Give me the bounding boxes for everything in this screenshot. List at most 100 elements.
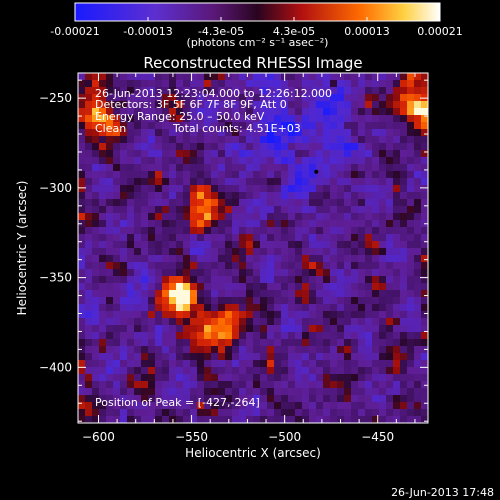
heatmap-cell [386,129,394,137]
heatmap-cell [260,395,268,403]
heatmap-cell [190,388,198,396]
heatmap-cell [120,283,128,291]
heatmap-cell [344,297,352,305]
heatmap-cell [393,157,401,165]
heatmap-cell [330,262,338,270]
heatmap-cell [99,255,107,263]
heatmap-cell [421,262,428,270]
heatmap-cell [337,87,345,95]
heatmap-cell [106,80,114,88]
heatmap-cell [239,150,247,158]
heatmap-cell [274,255,282,263]
heatmap-cell [295,73,303,81]
heatmap-cell [386,255,394,263]
heatmap-cell [197,108,205,116]
heatmap-cell [99,136,107,144]
heatmap-cell [190,101,198,109]
heatmap-cell [218,206,226,214]
heatmap-cell [253,311,261,319]
heatmap-cell [106,164,114,172]
heatmap-cell [225,234,233,242]
heatmap-cell [85,94,93,102]
heatmap-cell [281,325,289,333]
heatmap-cell [407,136,415,144]
heatmap-cell [393,395,401,403]
heatmap-cell [141,185,149,193]
heatmap-cell [197,206,205,214]
heatmap-cell [141,283,149,291]
heatmap-cell [288,374,296,382]
heatmap-cell [274,178,282,186]
y-tick-label: −400 [39,360,72,374]
heatmap-cell [141,157,149,165]
heatmap-cell [106,150,114,158]
heatmap-cell [344,80,352,88]
heatmap-cell [365,87,373,95]
heatmap-cell [281,248,289,256]
heatmap-cell [358,143,366,151]
heatmap-cell [281,360,289,368]
heatmap-cell [155,199,163,207]
heatmap-cell [414,367,422,375]
heatmap-cell [113,325,121,333]
heatmap-cell [344,185,352,193]
heatmap-cell [414,171,422,179]
heatmap-cell [330,346,338,354]
heatmap-cell [407,325,415,333]
heatmap-cell [85,346,93,354]
heatmap-cell [246,262,254,270]
heatmap-cell [379,409,387,417]
heatmap-cell [365,416,373,423]
heatmap-cell [239,381,247,389]
heatmap-cell [155,339,163,347]
heatmap-cell [400,402,408,410]
heatmap-cell [113,227,121,235]
heatmap-cell [386,206,394,214]
heatmap-cell [260,101,268,109]
heatmap-cell [127,87,135,95]
heatmap-cell [393,360,401,368]
heatmap-cell [309,332,317,340]
heatmap-cell [288,360,296,368]
heatmap-cell [393,150,401,158]
heatmap-cell [78,143,86,151]
heatmap-cell [155,87,163,95]
heatmap-cell [211,248,219,256]
heatmap-cell [323,164,331,172]
heatmap-cell [113,185,121,193]
heatmap-cell [323,402,331,410]
heatmap-cell [127,346,135,354]
heatmap-cell [281,143,289,151]
heatmap-cell [316,353,324,361]
heatmap-cell [78,213,86,221]
heatmap-cell [106,94,114,102]
heatmap-cell [309,325,317,333]
heatmap-cell [127,325,135,333]
heatmap-cell [386,122,394,130]
heatmap-cell [232,416,240,423]
heatmap-cell [365,409,373,417]
heatmap-cell [92,164,100,172]
heatmap-cell [323,136,331,144]
heatmap-cell [141,332,149,340]
heatmap-cell [379,206,387,214]
heatmap-cell [253,136,261,144]
heatmap-cell [155,171,163,179]
heatmap-cell [281,395,289,403]
heatmap-cell [155,80,163,88]
heatmap-cell [281,269,289,277]
heatmap-cell [288,206,296,214]
heatmap-cell [232,283,240,291]
heatmap-cell [407,290,415,298]
heatmap-cell [141,269,149,277]
heatmap-cell [351,87,359,95]
heatmap-cell [197,80,205,88]
heatmap-cell [183,157,191,165]
heatmap-cell [92,290,100,298]
heatmap-cell [358,108,366,116]
heatmap-cell [176,73,184,81]
heatmap-cell [211,150,219,158]
heatmap-cell [260,220,268,228]
heatmap-cell [106,136,114,144]
heatmap-cell [365,367,373,375]
